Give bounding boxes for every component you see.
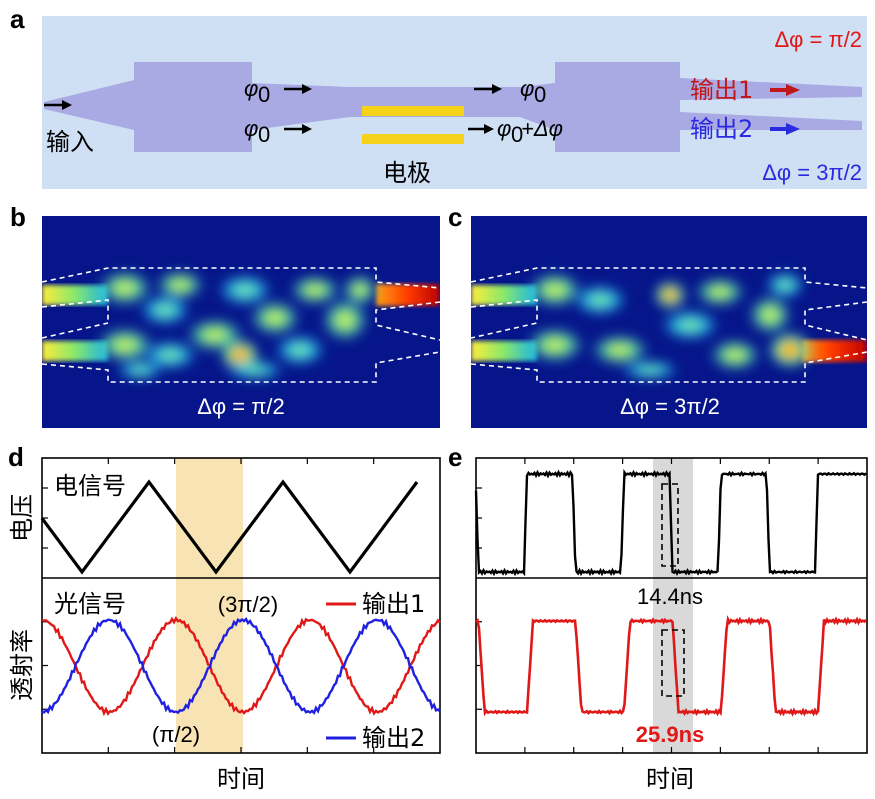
field-map-b bbox=[42, 216, 440, 428]
panel-e: e 14.4ns 25.9ns 时间 bbox=[448, 442, 868, 793]
outline-b-top bbox=[41, 267, 441, 289]
panel-b: b bbox=[10, 202, 441, 428]
field-intensity-b bbox=[42, 270, 440, 380]
legend-output2: 输出2 bbox=[326, 724, 425, 752]
panel-letter-d: d bbox=[8, 442, 24, 472]
rise-window-voltage bbox=[661, 483, 679, 567]
outline-b-bottom bbox=[41, 351, 441, 383]
time-axis-label-d: 时间 bbox=[217, 765, 265, 793]
input-label: 输入 bbox=[46, 128, 94, 156]
output2-arrow bbox=[770, 123, 800, 135]
optical-signal-title: 光信号 bbox=[54, 590, 126, 618]
legend-output2-label: 输出2 bbox=[362, 724, 425, 752]
phi0-sub-lower: 0 bbox=[258, 122, 270, 147]
legend-output1-label: 输出1 bbox=[362, 590, 425, 618]
highlight-band-e bbox=[653, 458, 693, 753]
phi0-sub-shifted: 0 bbox=[511, 122, 523, 147]
rise-time-transmission-label: 25.9ns bbox=[636, 722, 705, 747]
voltage-square-wave bbox=[474, 468, 867, 577]
phi0-symbol-shifted: φ bbox=[497, 116, 511, 141]
panel-d: d 电信号 光信号 (3π/2) (π/2) 输出1 输出2 电压 透射率 时间 bbox=[8, 442, 441, 793]
annotation-3pi2: (3π/2) bbox=[218, 592, 278, 617]
outline-b-mid2 bbox=[41, 322, 109, 339]
phi0-symbol-out-upper: φ bbox=[520, 76, 534, 101]
electrical-signal-title: 电信号 bbox=[54, 472, 126, 500]
electrode-top bbox=[362, 106, 464, 116]
output2-signal-line bbox=[41, 616, 441, 715]
panel-c: c Δφ = 3π/2 bbox=[448, 202, 868, 428]
output1-label: 输出1 bbox=[690, 76, 753, 104]
phi0-symbol-lower: φ bbox=[244, 116, 258, 141]
phi0-out-upper: φ 0 bbox=[474, 76, 546, 107]
phi0-symbol-upper: φ bbox=[244, 76, 258, 101]
electrical-signal-line bbox=[40, 479, 419, 575]
phi0-sub-upper: 0 bbox=[258, 82, 270, 107]
annotation-pi2: (π/2) bbox=[152, 722, 200, 747]
output2-label: 输出2 bbox=[690, 115, 753, 143]
rise-time-voltage-label: 14.4ns bbox=[637, 584, 703, 609]
electrode-bottom bbox=[362, 134, 464, 144]
dphi-top-label: Δφ = π/2 bbox=[774, 27, 862, 52]
panel-letter-c: c bbox=[448, 202, 462, 232]
outline-c-right bbox=[804, 301, 868, 341]
panel-letter-a: a bbox=[10, 4, 25, 34]
transmission-square-wave bbox=[475, 615, 867, 717]
panel-letter-b: b bbox=[10, 202, 26, 232]
time-axis-label-e: 时间 bbox=[646, 765, 694, 793]
output1-signal-line bbox=[41, 615, 441, 717]
dphi-bottom-label: Δφ = 3π/2 bbox=[762, 160, 862, 185]
outline-b-mid bbox=[41, 299, 109, 323]
phi0-upper: φ 0 bbox=[244, 76, 312, 107]
transmission-axis-label: 透射率 bbox=[8, 629, 36, 701]
phi0-plus-dphi: φ 0 +Δφ bbox=[468, 116, 563, 147]
electrode-label: 电极 bbox=[383, 159, 431, 187]
ticks-d bbox=[42, 458, 375, 753]
input-arrow bbox=[44, 100, 72, 110]
legend-output1: 输出1 bbox=[326, 590, 425, 618]
outline-c-bottom bbox=[470, 351, 868, 383]
panel-a: a 输入 φ 0 φ 0 φ 0 bbox=[10, 4, 867, 189]
output1-arrow bbox=[770, 84, 800, 96]
phi0-sub-out-upper: 0 bbox=[534, 82, 546, 107]
phase-shift-suffix: +Δφ bbox=[521, 116, 563, 141]
panel-letter-e: e bbox=[448, 442, 462, 472]
phi0-lower: φ 0 bbox=[244, 116, 312, 147]
field-intensity-c bbox=[471, 271, 867, 380]
caption-b: Δφ = π/2 bbox=[197, 394, 285, 419]
outline-b-right bbox=[375, 301, 441, 341]
caption-c: Δφ = 3π/2 bbox=[620, 394, 720, 419]
outline-c-top bbox=[470, 267, 868, 289]
voltage-axis-label: 电压 bbox=[8, 494, 36, 542]
rise-window-transmission bbox=[661, 629, 685, 697]
